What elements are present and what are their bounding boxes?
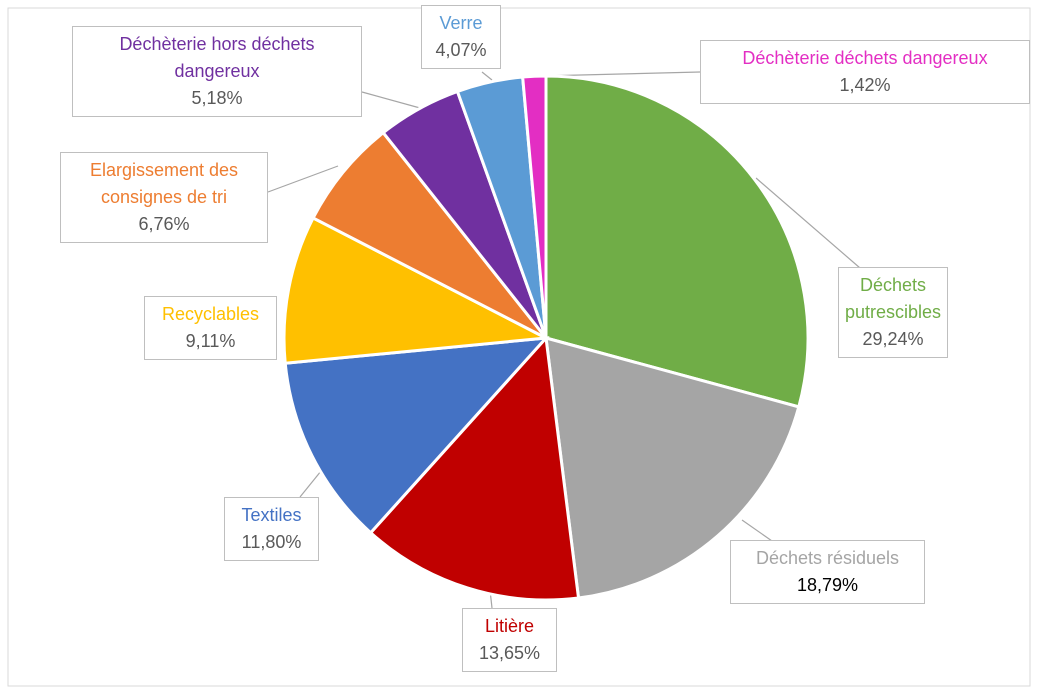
label-name: Déchets résiduels	[755, 548, 900, 568]
label-name: Verre	[439, 13, 483, 33]
label-value: 4,07%	[435, 40, 487, 60]
label-name: Déchèterie hors déchets dangereux	[119, 34, 315, 81]
data-label: Elargissement des consignes de tri 6,76%	[60, 152, 268, 243]
leader-line	[267, 165, 339, 193]
leader-line	[755, 177, 861, 269]
label-value: 11,80%	[241, 532, 302, 552]
data-label: Litière 13,65%	[462, 608, 557, 672]
data-label: Déchets résiduels 18,79%	[730, 540, 925, 604]
label-value: 9,11%	[185, 331, 236, 351]
data-label: Déchèterie déchets dangereux 1,42%	[700, 40, 1030, 104]
label-value: 1,42%	[839, 75, 891, 95]
pie-slice	[282, 215, 552, 365]
label-value: 29,24%	[862, 329, 924, 349]
label-name: Déchets putrescibles	[845, 275, 942, 322]
label-value: 13,65%	[478, 643, 541, 663]
label-value: 6,76%	[138, 214, 190, 234]
label-value: 5,18%	[191, 88, 243, 108]
slices	[282, 74, 810, 602]
label-name: Litière	[484, 616, 535, 636]
data-label: Déchets putrescibles 29,24%	[838, 267, 948, 358]
data-label: Recyclables 9,11%	[144, 296, 277, 360]
leader-line	[481, 71, 493, 81]
data-label: Verre 4,07%	[421, 5, 501, 69]
pie-slice	[521, 74, 548, 339]
pie-slice	[368, 334, 581, 602]
label-name: Recyclables	[161, 304, 260, 324]
pie-slice	[544, 74, 810, 409]
pie-slice	[283, 336, 550, 535]
label-value: 18,79%	[796, 575, 859, 595]
label-name: Elargissement des consignes de tri	[89, 160, 239, 207]
data-label: Textiles 11,80%	[224, 497, 319, 561]
leader-line	[361, 91, 421, 109]
label-name: Déchèterie déchets dangereux	[742, 48, 988, 68]
data-label: Déchèterie hors déchets dangereux 5,18%	[72, 26, 362, 117]
pie-slice	[311, 130, 548, 340]
leader-line	[741, 519, 773, 542]
chart-frame	[7, 7, 1031, 687]
label-name: Textiles	[241, 505, 302, 525]
pie-slice	[544, 335, 801, 600]
